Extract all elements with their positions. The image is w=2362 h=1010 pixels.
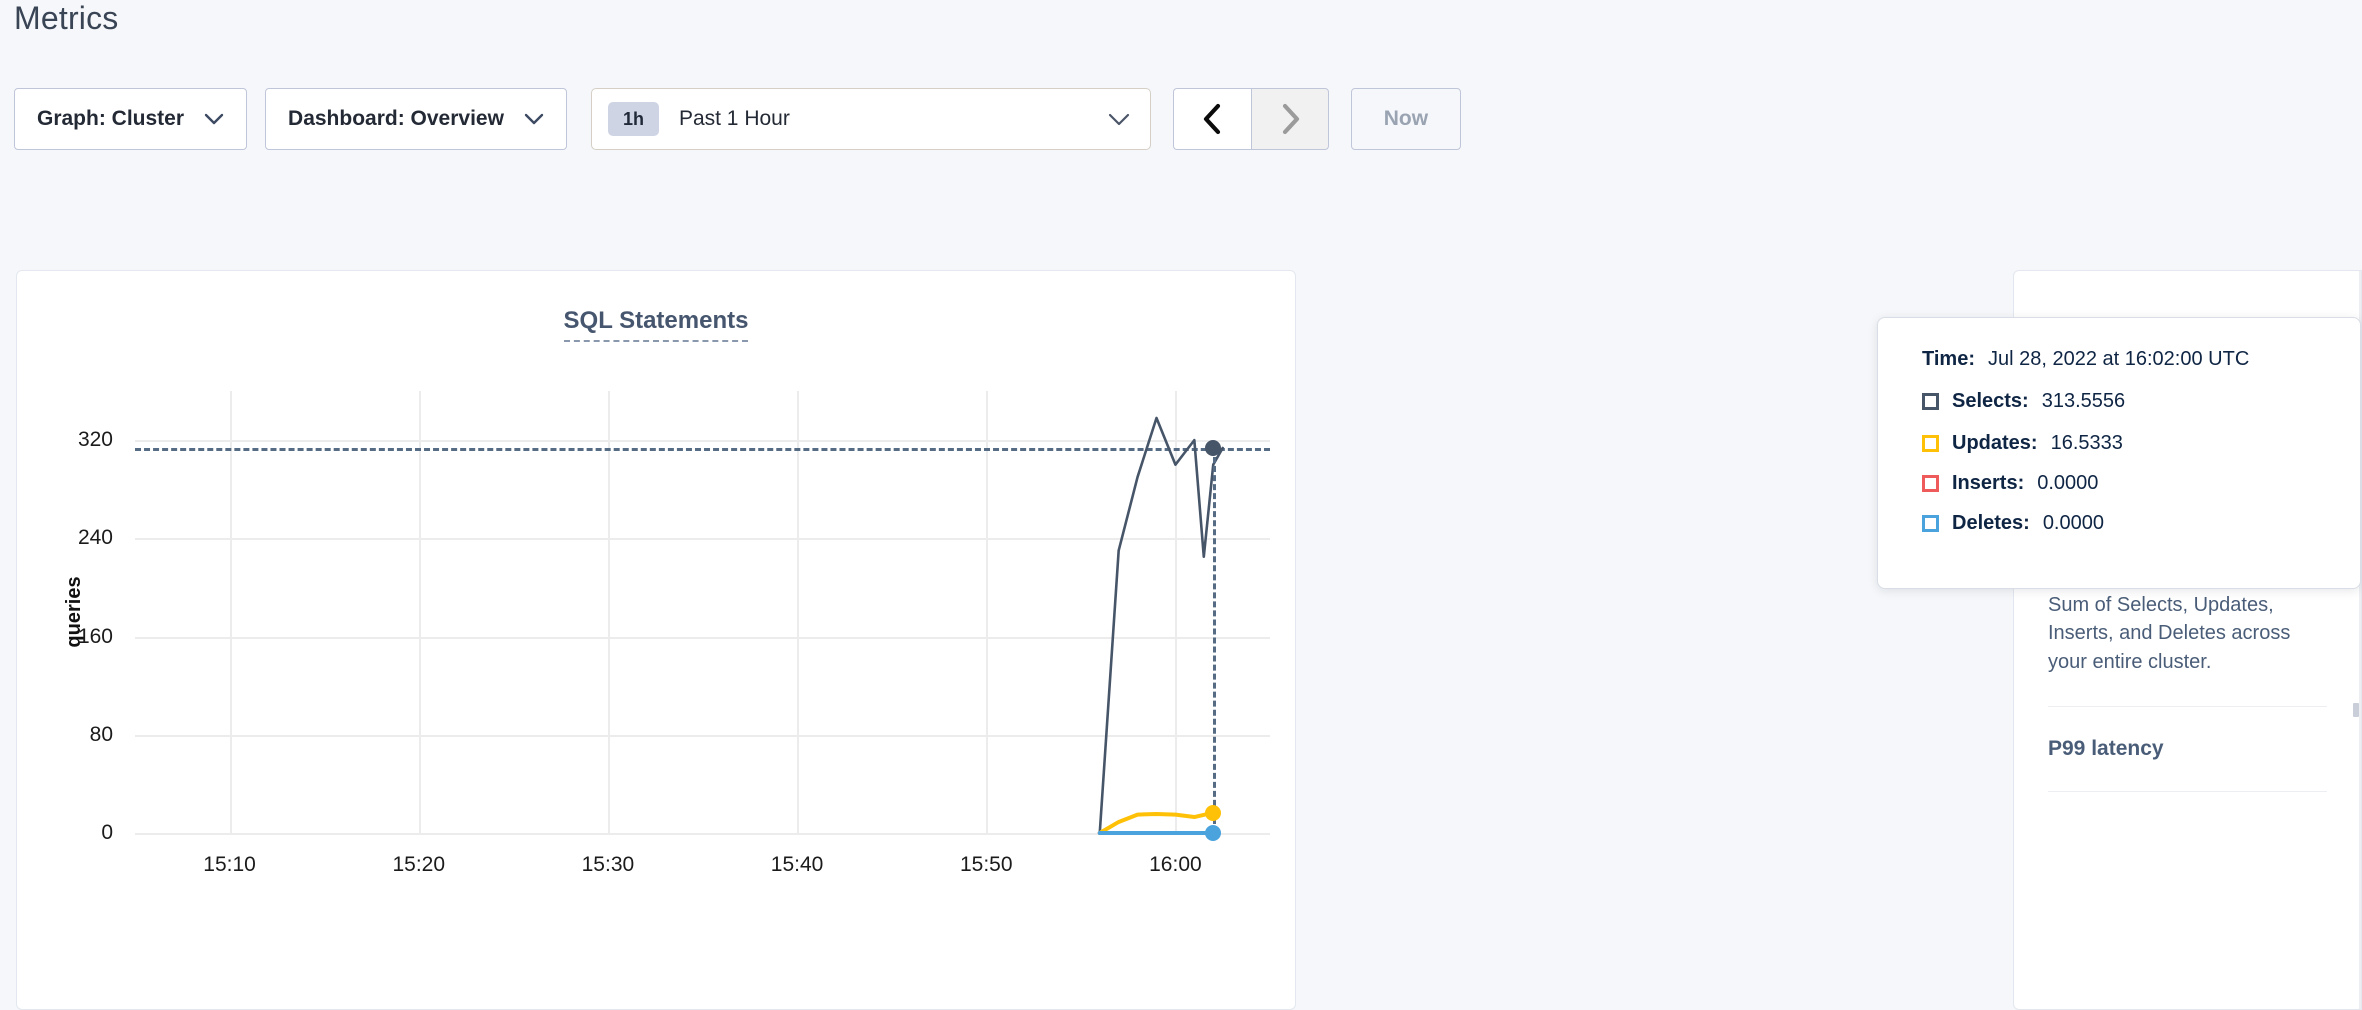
sql-statements-chart-card: SQL Statements queries 0 80 160 240 320 15:10… <box>16 270 1296 1010</box>
sidebar-section[interactable]: P99 latency <box>2048 707 2327 793</box>
y-axis-tick-label: 160 <box>77 624 113 648</box>
tooltip-series-value: 0.0000 <box>2037 472 2099 494</box>
tooltip-series-rows: Selects: 313.5556 Updates: 16.5333 Inserts: 0… <box>1922 390 2326 535</box>
reference-line <box>135 448 1270 452</box>
chevron-right-icon <box>1282 103 1300 135</box>
chart-title: SQL Statements <box>17 307 1295 342</box>
next-range-button[interactable] <box>1250 88 1329 150</box>
x-gridline <box>229 391 232 833</box>
chevron-down-icon <box>1108 113 1130 126</box>
chart-series-layer <box>1097 416 1225 835</box>
legend-swatch-icon <box>1922 393 1939 410</box>
cursor-line <box>1213 448 1217 833</box>
tooltip-series-value: 313.5556 <box>2041 390 2126 412</box>
time-range-pill: 1h <box>607 102 659 136</box>
tooltip-series-name: Inserts: <box>1952 472 2025 494</box>
previous-range-button[interactable] <box>1172 88 1251 150</box>
x-gridline <box>1175 391 1178 833</box>
x-axis-tick-label: 15:20 <box>392 853 446 876</box>
series-line-selects <box>1098 416 1225 835</box>
metrics-toolbar: Graph: Cluster Dashboard: Overview 1h Pa… <box>14 88 1461 150</box>
time-range-selector[interactable]: 1h Past 1 Hour <box>590 88 1151 150</box>
legend-swatch-icon <box>1922 435 1939 452</box>
hover-marker-selects <box>1205 440 1222 457</box>
y-gridline <box>135 734 1270 737</box>
series-line-updates <box>1097 810 1216 835</box>
tooltip-series-value: 16.5333 <box>2050 432 2123 454</box>
tooltip-row: Updates: 16.5333 <box>1922 432 2326 455</box>
x-axis-tick-label: 15:50 <box>959 853 1013 876</box>
graph-select-label: Graph: Cluster <box>37 107 185 130</box>
page-title: Metrics <box>14 0 119 36</box>
hover-marker-deletes <box>1205 825 1222 841</box>
dashboard-select-label: Dashboard: Overview <box>288 107 504 130</box>
dashboard-select-dropdown[interactable]: Dashboard: Overview <box>265 88 567 150</box>
x-axis-tick-label: 15:10 <box>203 853 256 876</box>
hover-marker-updates <box>1205 804 1222 821</box>
tooltip-series-name: Updates: <box>1952 432 2038 454</box>
chart-plot-area[interactable]: queries 0 80 160 240 320 15:10 15:20 15:30 15:40… <box>63 391 1270 876</box>
x-axis-tick-label: 16:00 <box>1149 853 1202 876</box>
y-axis-tick-label: 0 <box>101 821 113 844</box>
tooltip-series-value: 0.0000 <box>2042 512 2104 534</box>
sidebar-section-title: P99 latency <box>2048 737 2164 761</box>
sidebar-section-description: Sum of Selects, Updates, Inserts, and De… <box>2048 594 2291 673</box>
chart-title-text: SQL Statements <box>563 307 749 342</box>
legend-swatch-icon <box>1922 515 1939 532</box>
y-axis-tick-label: 320 <box>77 428 113 452</box>
tooltip-series-name: Selects: <box>1952 390 2029 412</box>
y-gridline <box>135 440 1270 443</box>
graph-select-dropdown[interactable]: Graph: Cluster <box>14 88 248 150</box>
x-axis-tick-label: 15:30 <box>581 853 635 876</box>
x-gridline <box>797 391 800 833</box>
now-button[interactable]: Now <box>1350 88 1461 150</box>
tooltip-series-name: Deletes: <box>1952 512 2030 534</box>
x-gridline <box>418 391 421 833</box>
x-axis-tick-label: 15:40 <box>770 853 824 876</box>
tooltip-row: Selects: 313.5556 <box>1922 390 2326 413</box>
tooltip-time-row: Time: Jul 28, 2022 at 16:02:00 UTC <box>1922 348 2326 371</box>
tooltip-time-key: Time: <box>1922 348 1975 370</box>
time-range-label: Past 1 Hour <box>678 107 790 130</box>
x-gridline <box>986 391 989 833</box>
chevron-left-icon <box>1204 103 1221 135</box>
time-nav-group <box>1172 88 1329 150</box>
tooltip-row: Deletes: 0.0000 <box>1922 512 2326 535</box>
x-gridline <box>607 391 610 833</box>
chart-hover-tooltip: Time: Jul 28, 2022 at 16:02:00 UTC Selec… <box>1877 317 2361 589</box>
sidebar-right-edge <box>2359 271 2361 1009</box>
legend-swatch-icon <box>1922 475 1939 492</box>
y-gridline <box>135 636 1270 639</box>
y-axis-tick-label: 80 <box>89 722 113 746</box>
tooltip-time-value: Jul 28, 2022 at 16:02:00 UTC <box>1987 348 2250 370</box>
sidebar-edge-marker-bottom <box>2353 703 2359 717</box>
y-gridline <box>135 833 1270 835</box>
chevron-down-icon <box>524 113 544 125</box>
tooltip-row: Inserts: 0.0000 <box>1922 472 2326 495</box>
y-gridline <box>135 538 1270 541</box>
y-axis-tick-label: 240 <box>77 526 113 550</box>
chevron-down-icon <box>204 113 224 125</box>
